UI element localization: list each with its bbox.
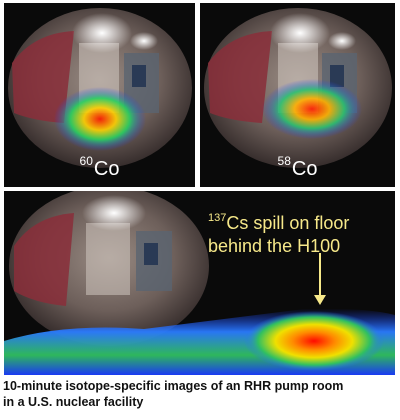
image-panel-co58: 58Co bbox=[200, 3, 395, 187]
radiation-hotspot bbox=[244, 311, 384, 371]
caption-line2: in a U.S. nuclear facility bbox=[3, 394, 397, 410]
image-panel-co60: 60Co bbox=[4, 3, 195, 187]
figure-caption: 10-minute isotope-specific images of an … bbox=[3, 378, 397, 410]
spill-annotation-line2: behind the H100 bbox=[208, 235, 349, 258]
isotope-label-co60: 60Co bbox=[4, 154, 195, 181]
spill-annotation-line1: 137Cs spill on floor bbox=[208, 207, 349, 235]
radiation-hotspot bbox=[262, 79, 362, 139]
isotope-label-co58: 58Co bbox=[200, 154, 395, 181]
spill-annotation: 137Cs spill on floor behind the H100 bbox=[208, 207, 349, 258]
caption-line1: 10-minute isotope-specific images of an … bbox=[3, 378, 397, 394]
radiation-hotspot bbox=[54, 87, 146, 151]
annotation-arrow-head bbox=[314, 295, 326, 305]
